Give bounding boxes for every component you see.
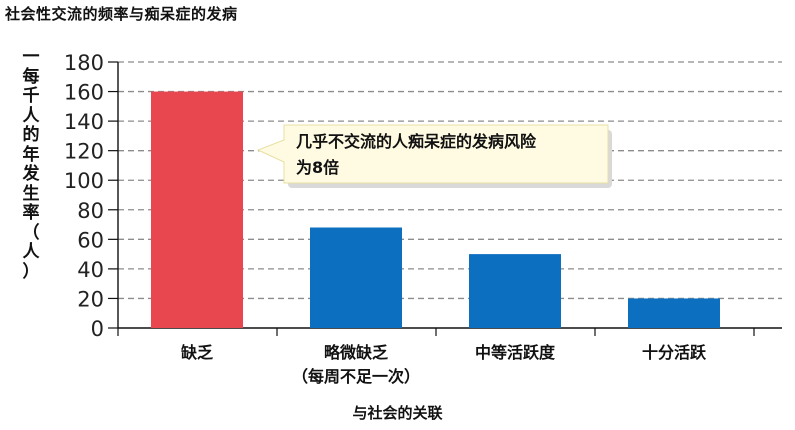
x-tick-label: 中等活跃度 [475, 343, 556, 362]
chart-title: 社会性交流的频率与痴呆症的发病 [5, 5, 238, 23]
y-tick-label: 60 [77, 228, 104, 252]
x-tick-label: 略微缺乏 [324, 343, 388, 362]
bar [628, 298, 720, 328]
y-tick-label: 80 [77, 199, 104, 223]
y-tick-label: 160 [64, 81, 104, 105]
x-tick-label: 十分活跃 [642, 343, 707, 362]
y-tick-label: 180 [64, 51, 104, 75]
y-axis-label: 一每千人的年发生率（人） [22, 47, 40, 282]
callout-text: 几乎不交流的人痴呆症的发病风险 [296, 132, 537, 151]
y-tick-label: 0 [91, 317, 104, 341]
bar [469, 254, 561, 328]
y-tick-label: 20 [77, 287, 104, 311]
bar [310, 227, 402, 328]
callout-text: 为8倍 [296, 158, 339, 177]
x-tick-label: （每周不足一次） [292, 367, 420, 386]
callout-box [256, 124, 609, 184]
x-axis-label: 与社会的关联 [352, 404, 443, 422]
y-tick-label: 40 [77, 258, 104, 282]
bar [151, 91, 243, 328]
x-tick-label: 缺乏 [181, 343, 213, 362]
y-tick-label: 140 [64, 110, 104, 134]
y-tick-label: 120 [64, 140, 104, 164]
y-tick-label: 100 [64, 169, 104, 193]
